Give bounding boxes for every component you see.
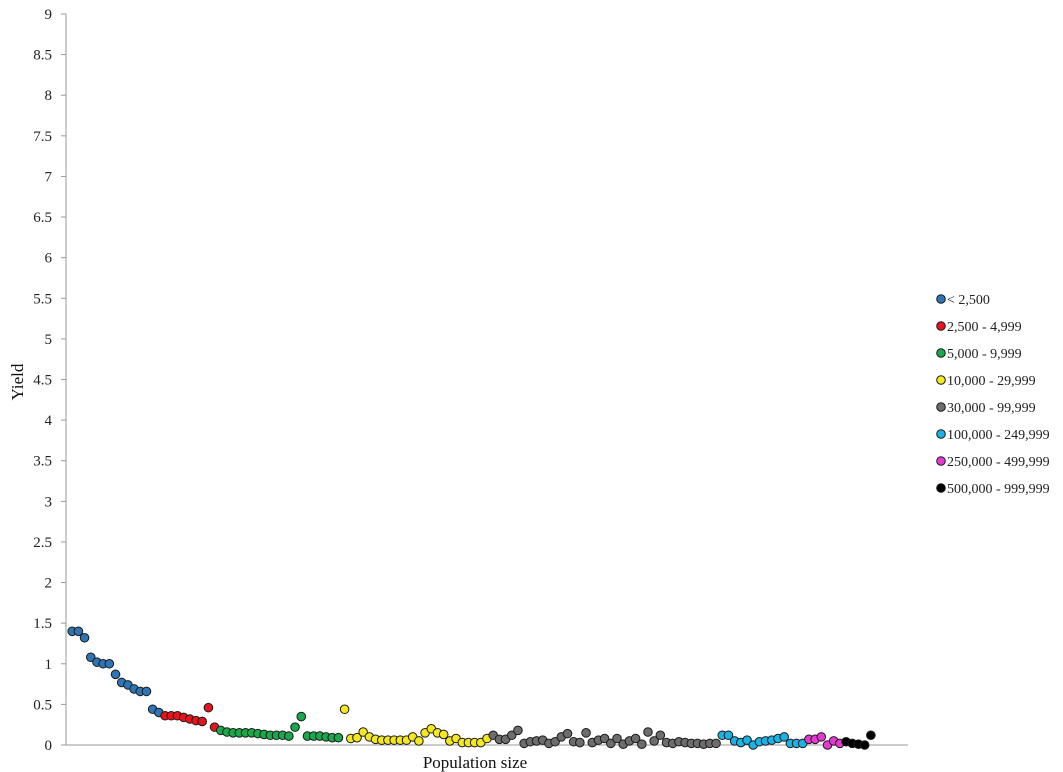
legend-label: 5,000 - 9,999 [947, 347, 1022, 362]
data-point [333, 732, 344, 743]
legend-marker [936, 456, 946, 466]
data-point [141, 686, 152, 697]
legend-label: 2,500 - 4,999 [947, 320, 1022, 335]
data-point [85, 652, 96, 663]
legend-item: 2,500 - 4,999 [936, 320, 1022, 335]
data-point [79, 632, 90, 643]
data-point [643, 727, 653, 737]
data-point [711, 738, 721, 749]
y-tick-label: 6.5 [33, 210, 52, 226]
series-3 [339, 704, 492, 748]
legend-marker [936, 375, 946, 385]
y-tick-label: 3.5 [33, 454, 52, 470]
x-axis-title: Population size [423, 753, 527, 772]
y-tick-label: 9 [45, 7, 53, 23]
legend-item: 10,000 - 29,999 [936, 374, 1036, 389]
y-axis-title: Yield [8, 363, 27, 400]
data-point [655, 730, 666, 741]
y-tick-label: 2.5 [33, 535, 52, 551]
y-tick-label: 6 [45, 251, 53, 267]
data-point [352, 732, 362, 743]
series-6 [804, 732, 845, 750]
y-tick-label: 8.5 [33, 48, 52, 64]
data-point [575, 737, 585, 748]
y-tick-label: 4 [45, 413, 53, 429]
data-point [284, 731, 294, 741]
data-point [197, 716, 208, 727]
data-point [110, 669, 121, 680]
data-point [414, 736, 424, 746]
legend-label: 100,000 - 249,999 [947, 428, 1050, 443]
data-point [630, 733, 641, 744]
series-5 [717, 730, 808, 750]
data-point [581, 728, 591, 738]
data-point [296, 711, 307, 722]
data-point [73, 626, 84, 637]
series-0 [67, 626, 164, 718]
legend-item: 5,000 - 9,999 [936, 347, 1022, 362]
data-point [866, 730, 876, 741]
data-point [358, 727, 368, 737]
legend-marker [936, 348, 946, 358]
legend-label: 10,000 - 29,999 [947, 374, 1036, 389]
data-point [859, 740, 870, 750]
plot-points [67, 626, 876, 750]
legend-label: 500,000 - 999,999 [947, 482, 1050, 497]
y-tick-label: 5.5 [33, 291, 52, 307]
y-tick-label: 0 [45, 738, 53, 754]
legend-label: < 2,500 [947, 293, 990, 308]
y-tick-label: 1 [45, 657, 53, 673]
data-point [723, 730, 734, 741]
data-point [104, 658, 115, 669]
y-tick-label: 0.5 [33, 697, 52, 713]
y-tick-label: 7.5 [33, 129, 52, 145]
legend-marker [936, 321, 946, 331]
legend: < 2,500 2,500 - 4,999 5,000 - 9,999 10,000 … [936, 293, 1050, 497]
legend-item: 250,000 - 499,999 [936, 455, 1050, 470]
data-point [513, 725, 523, 736]
legend-marker [936, 294, 946, 304]
legend-item: < 2,500 [936, 293, 990, 308]
y-axis: 0 0.5 1 1.5 2 2.5 3 3.5 4 4.5 5 5.5 6 6.5 7 7.5 8 8.5 9 [33, 7, 67, 754]
series-7 [841, 730, 876, 750]
y-tick-label: 1.5 [33, 616, 52, 632]
data-point [562, 728, 573, 739]
legend-item: 100,000 - 249,999 [936, 428, 1050, 443]
data-point [438, 729, 449, 740]
series-2 [215, 711, 344, 743]
data-point [290, 722, 300, 732]
legend-item: 30,000 - 99,999 [936, 401, 1036, 416]
legend-marker [936, 483, 946, 493]
data-point [816, 732, 827, 742]
data-point [506, 730, 517, 741]
series-1 [160, 702, 220, 732]
data-point [606, 738, 616, 749]
y-tick-label: 7 [45, 169, 53, 185]
data-point [599, 733, 610, 744]
legend-item: 500,000 - 999,999 [936, 482, 1050, 497]
data-point [203, 702, 214, 713]
series-4 [488, 725, 721, 749]
data-point [779, 732, 789, 742]
legend-marker [936, 429, 946, 439]
data-point [742, 735, 752, 745]
y-tick-label: 3 [45, 494, 53, 510]
legend-label: 30,000 - 99,999 [947, 401, 1036, 416]
data-point [550, 736, 560, 747]
y-tick-label: 2 [45, 576, 53, 592]
legend-label: 250,000 - 499,999 [947, 455, 1050, 470]
y-tick-label: 5 [45, 332, 53, 348]
data-point [612, 733, 622, 744]
y-tick-label: 8 [45, 88, 53, 104]
y-tick-label: 4.5 [33, 373, 52, 389]
data-point [649, 736, 659, 746]
legend-marker [936, 402, 946, 412]
data-point [636, 739, 647, 749]
data-point [339, 704, 350, 715]
